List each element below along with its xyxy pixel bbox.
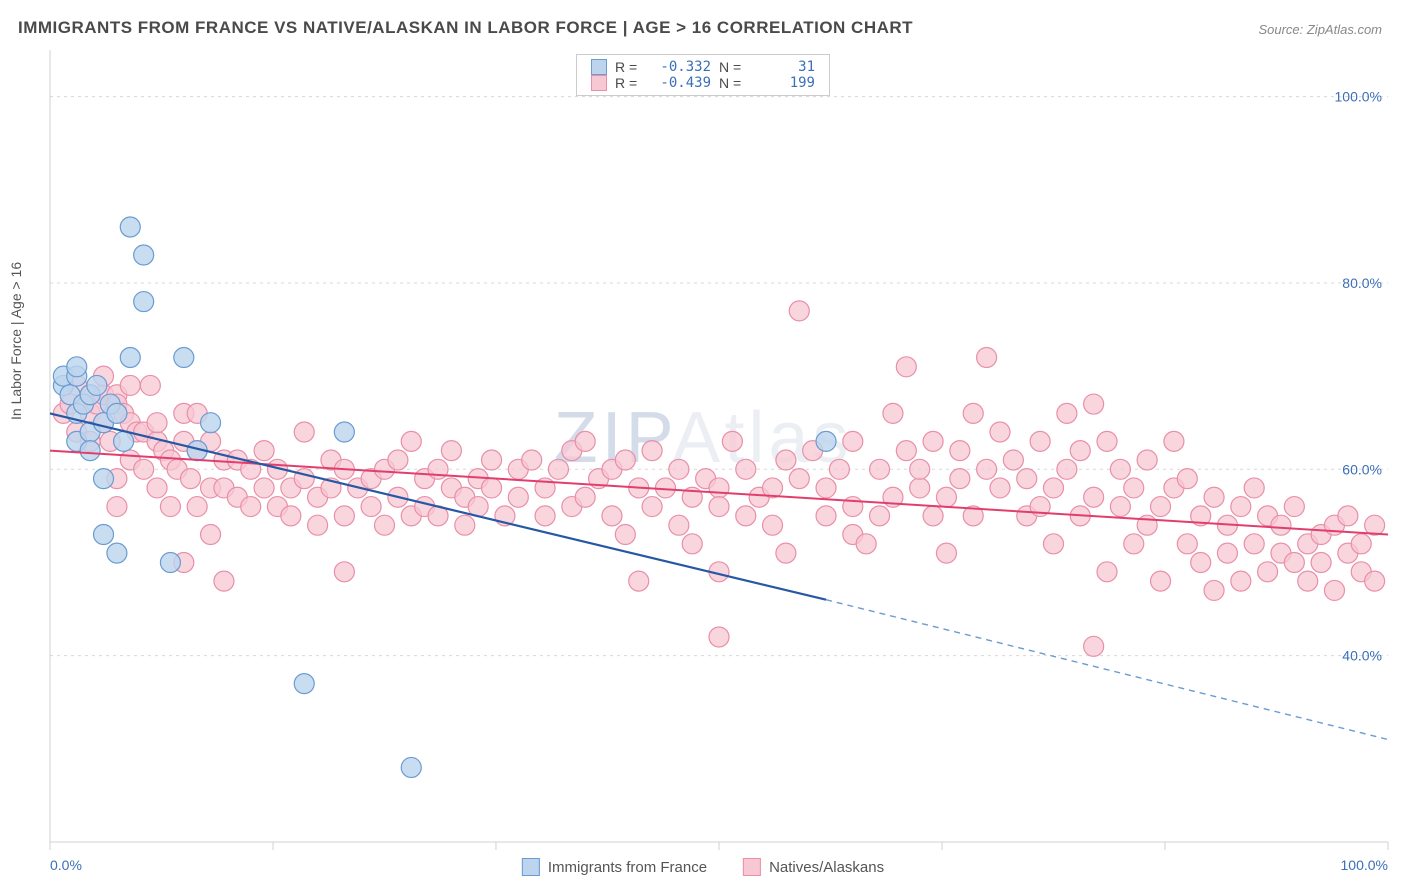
legend-r-label: R = (615, 59, 643, 75)
svg-text:0.0%: 0.0% (50, 857, 82, 873)
svg-text:80.0%: 80.0% (1342, 275, 1382, 291)
scatter-chart: 40.0% 60.0% 80.0% 100.0% 0.0% 100.0% (0, 0, 1406, 892)
legend-n-value: 31 (755, 59, 815, 75)
legend-n-label: N = (719, 59, 747, 75)
svg-text:100.0%: 100.0% (1335, 89, 1382, 105)
legend-top-row: R = -0.332 N = 31 (591, 59, 815, 75)
legend-swatch (591, 59, 607, 75)
svg-text:40.0%: 40.0% (1342, 648, 1382, 664)
legend-r-value: -0.439 (651, 75, 711, 91)
svg-text:60.0%: 60.0% (1342, 461, 1382, 477)
legend-n-label: N = (719, 75, 747, 91)
legend-n-value: 199 (755, 75, 815, 91)
correlation-legend: R = -0.332 N = 31 R = -0.439 N = 199 (576, 54, 830, 96)
legend-r-value: -0.332 (651, 59, 711, 75)
legend-r-label: R = (615, 75, 643, 91)
svg-text:100.0%: 100.0% (1341, 857, 1388, 873)
legend-top-row: R = -0.439 N = 199 (591, 75, 815, 91)
legend-swatch (591, 75, 607, 91)
